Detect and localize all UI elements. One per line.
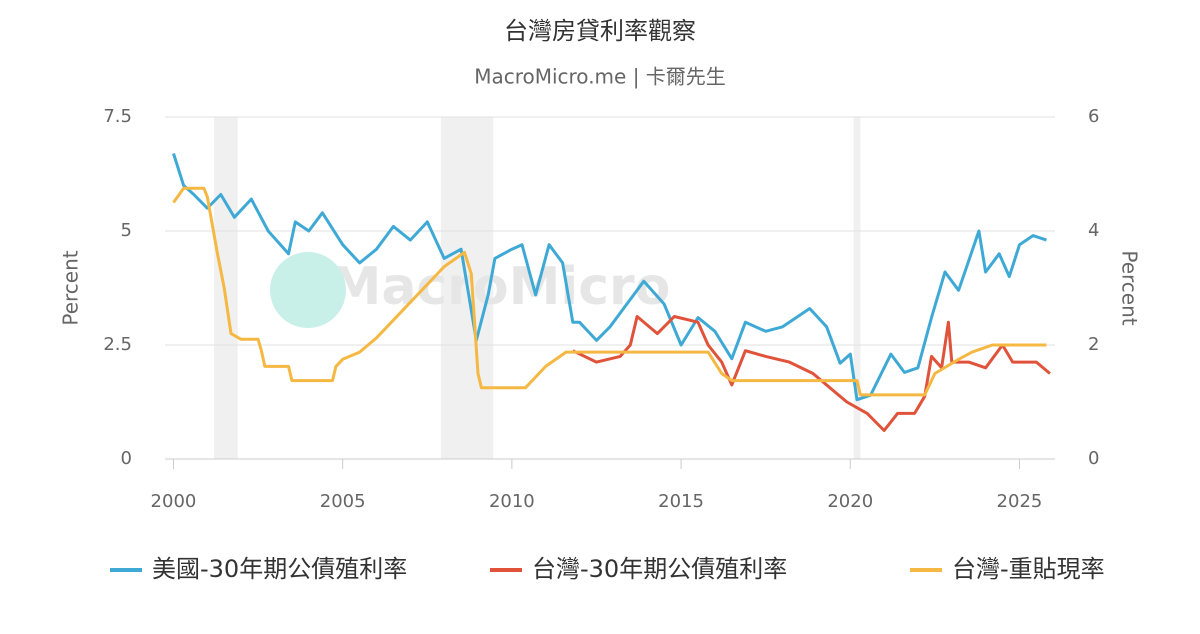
- watermark: MacroMicro: [330, 257, 671, 317]
- y-tick-label: 7.5: [103, 106, 132, 127]
- y-tick-label: 5: [121, 220, 132, 241]
- series-line: [172, 186, 1047, 397]
- y2-tick-label: 2: [1088, 334, 1099, 355]
- chart-subtitle: MacroMicro.me | 卡爾先生: [474, 65, 726, 89]
- y2-axis-label: Percent: [1118, 250, 1142, 325]
- series-line: [572, 315, 1051, 432]
- recession-band: [214, 117, 238, 459]
- x-tick-label: 2005: [320, 491, 366, 512]
- y2-tick-label: 4: [1088, 220, 1099, 241]
- recession-band: [853, 117, 861, 459]
- x-tick-label: 2025: [997, 491, 1043, 512]
- y2-tick-label: 0: [1088, 448, 1099, 469]
- series-line: [172, 153, 1047, 402]
- watermark-logo: [270, 252, 346, 328]
- x-tick-label: 2015: [658, 491, 704, 512]
- legend-label: 美國-30年期公債殖利率: [152, 555, 407, 583]
- chart-title: 台灣房貸利率觀察: [504, 17, 696, 45]
- y-axis-label: Percent: [59, 250, 83, 325]
- y-tick-label: 0: [121, 448, 132, 469]
- x-tick-label: 2000: [151, 491, 197, 512]
- x-tick-label: 2010: [489, 491, 535, 512]
- x-tick-label: 2020: [827, 491, 873, 512]
- legend-label: 台灣-重貼現率: [952, 555, 1105, 583]
- y2-tick-label: 6: [1088, 106, 1099, 127]
- legend-label: 台灣-30年期公債殖利率: [532, 555, 787, 583]
- y-tick-label: 2.5: [103, 334, 132, 355]
